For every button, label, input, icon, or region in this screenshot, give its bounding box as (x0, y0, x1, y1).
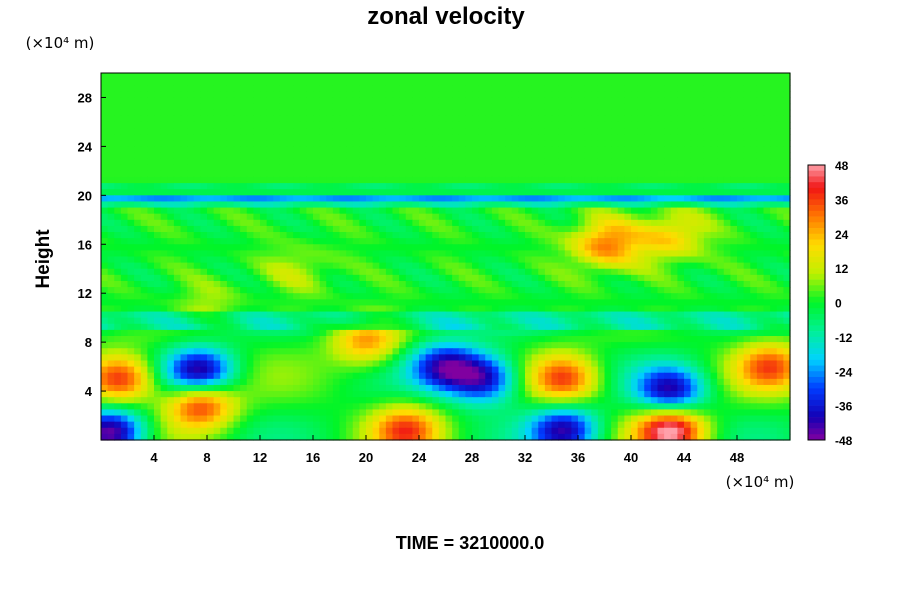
chart-title: zonal velocity (367, 3, 525, 30)
colorbar-segment (808, 422, 825, 429)
y-tick-label: 8 (85, 335, 92, 350)
colorbar-tick-label: -12 (835, 331, 853, 345)
y-axis-label: Height (33, 229, 54, 289)
colorbar-segment (808, 193, 825, 200)
plot-frame (100, 72, 791, 441)
x-tick-label: 36 (571, 450, 585, 465)
colorbar-tick-label: -36 (835, 400, 853, 414)
colorbar-segment (808, 199, 825, 206)
x-tick-label: 12 (253, 450, 267, 465)
colorbar-segment (808, 411, 825, 418)
colorbar-tick-label: 36 (835, 193, 849, 207)
x-tick-label: 16 (306, 450, 320, 465)
y-tick-label: 12 (78, 286, 92, 301)
colorbar-segment (808, 268, 825, 275)
colorbar-segment (808, 382, 825, 389)
colorbar-segment (808, 291, 825, 298)
y-axis-ticks: 4 8 12 16 20 24 28 (78, 90, 106, 399)
colorbar-tick-label: 48 (835, 159, 849, 173)
colorbar-segment (808, 205, 825, 212)
y-tick-label: 4 (85, 384, 93, 399)
y-tick-label: 24 (78, 139, 93, 154)
colorbar-segment (808, 222, 825, 229)
colorbar-segment (808, 308, 825, 315)
colorbar-segment (808, 342, 825, 349)
colorbar-segment (808, 371, 825, 378)
colorbar-segment (808, 262, 825, 269)
colorbar-segment (808, 388, 825, 395)
colorbar-segment (808, 187, 825, 194)
x-tick-label: 20 (359, 450, 373, 465)
colorbar (807, 164, 826, 441)
colorbar-ticks: 48 36 24 12 0 -12 -24 -36 -48 (835, 159, 853, 448)
y-tick-label: 16 (78, 237, 92, 252)
colorbar-segment (808, 336, 825, 343)
colorbar-segment (808, 394, 825, 401)
heatmap-field (101, 73, 791, 441)
x-axis-ticks: 4 8 12 16 20 24 28 32 36 40 44 48 (150, 435, 744, 465)
colorbar-segment (808, 216, 825, 223)
colorbar-segment (808, 376, 825, 384)
colorbar-segment (808, 331, 825, 338)
y-tick-label: 20 (78, 188, 92, 203)
colorbar-segment (808, 313, 825, 320)
x-tick-label: 8 (203, 450, 210, 465)
colorbar-frame (807, 164, 826, 441)
colorbar-segment (808, 170, 825, 177)
y-tick-label: 28 (78, 90, 92, 105)
colorbar-segment (808, 302, 825, 309)
y-axis-unit: (×10⁴ m) (26, 34, 95, 52)
colorbar-segment (808, 428, 825, 435)
colorbar-segment (808, 176, 825, 183)
colorbar-tick-label: 0 (835, 297, 842, 311)
colorbar-segment (808, 285, 825, 292)
x-axis-unit: (×10⁴ m) (726, 473, 795, 491)
colorbar-segment (808, 165, 825, 172)
colorbar-segment (808, 296, 825, 303)
time-label: TIME = 3210000.0 (396, 533, 545, 553)
colorbar-segment (808, 417, 825, 424)
colorbar-segment (808, 319, 825, 326)
colorbar-segment (808, 325, 825, 332)
x-tick-label: 32 (518, 450, 532, 465)
colorbar-segment (808, 245, 825, 252)
colorbar-segment (808, 354, 825, 361)
x-tick-label: 40 (624, 450, 638, 465)
colorbar-segment (808, 348, 825, 355)
colorbar-segment (808, 256, 825, 263)
x-tick-label: 48 (730, 450, 744, 465)
colorbar-segment (808, 434, 825, 441)
x-tick-label: 44 (677, 450, 692, 465)
colorbar-segment (808, 405, 825, 412)
colorbar-segment (808, 399, 825, 406)
colorbar-segment (808, 250, 825, 257)
colorbar-tick-label: -24 (835, 365, 853, 379)
colorbar-tick-label: 12 (835, 262, 849, 276)
x-tick-label: 28 (465, 450, 479, 465)
colorbar-segment (808, 365, 825, 372)
x-tick-label: 24 (412, 450, 427, 465)
colorbar-segment (808, 279, 825, 286)
colorbar-segment (808, 239, 825, 246)
x-tick-label: 4 (150, 450, 158, 465)
colorbar-segment (808, 182, 825, 189)
colorbar-tick-label: -48 (835, 434, 853, 448)
colorbar-segment (808, 359, 825, 366)
colorbar-segment (808, 233, 825, 240)
colorbar-segment (808, 273, 825, 280)
colorbar-tick-label: 24 (835, 228, 849, 242)
colorbar-segment (808, 210, 825, 217)
colorbar-segment (808, 228, 825, 235)
